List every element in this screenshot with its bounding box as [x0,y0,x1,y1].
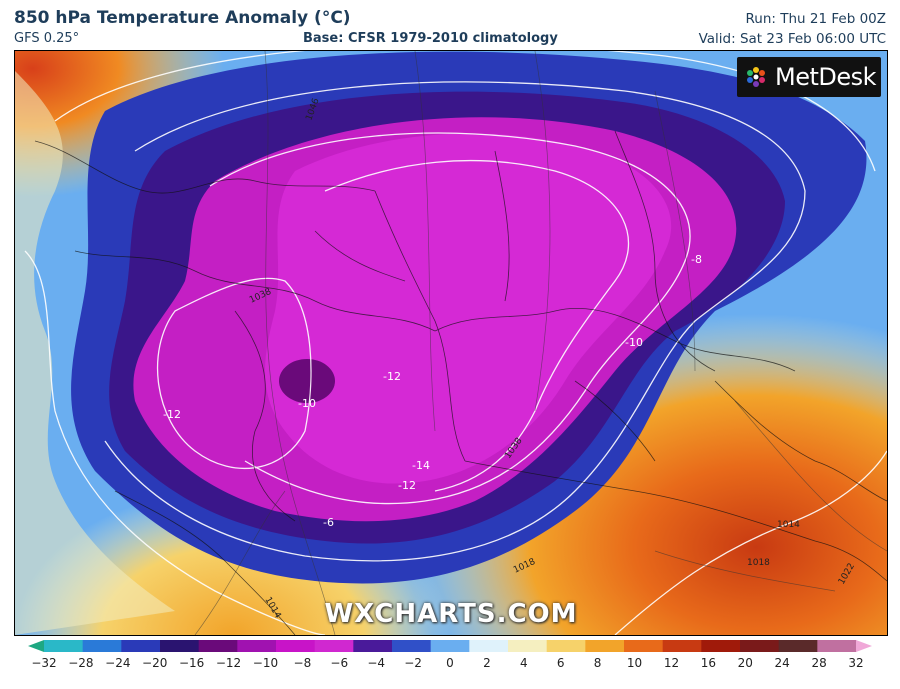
colorbar-segment [392,640,432,652]
colorbar-segment [82,640,122,652]
colorbar-segment [701,640,741,652]
anomaly-contours [24,51,887,635]
chart-title: 850 hPa Temperature Anomaly (°C) [14,8,351,28]
colorbar-segment [662,640,702,652]
colorbar-tick-label: −16 [178,656,205,670]
contour-label: -12 [163,408,181,421]
colorbar-tick-label: 6 [556,656,565,670]
base-label: Base: CFSR 1979-2010 climatology [303,31,558,46]
colorbar-tick-label: −24 [105,656,131,670]
colorbar-min-cap [28,640,44,652]
colorbar-segment [778,640,818,652]
colorbar-tick-label: 32 [848,656,864,670]
valid-label: Valid: Sat 23 Feb 06:00 UTC [698,31,886,47]
colorbar-tick-label: 10 [626,656,643,670]
colorbar-tick-label: 16 [700,656,716,670]
colorbar-tick-label: 12 [663,656,680,670]
map-canvas: -12 -10 -12 -14 -12 -10 -8 -6 1038 1038 … [15,51,887,635]
neutral-west [15,71,175,635]
model-label: GFS 0.25° [14,31,80,46]
metdesk-logo: MetDesk [737,57,881,97]
colorbar-tick-label: 4 [519,656,528,670]
colorbar-tick-label: 20 [737,656,753,670]
colorbar-tick-label: 8 [593,656,602,670]
colorbar-tick-label: 24 [774,656,790,670]
colorbar-tick-label: −8 [293,656,312,670]
isobars [194,51,887,635]
colorbar-tick-label: 28 [811,656,827,670]
colorbar-tick-label: −28 [68,656,94,670]
colorbar-segment [469,640,509,652]
run-label: Run: Thu 21 Feb 00Z [745,11,886,27]
colorbar-segment [198,640,238,652]
cold-anomaly-innermost [265,133,672,484]
contour-label: -10 [625,336,643,349]
contour-label: -12 [398,479,416,492]
colorbar-tick-label: 2 [483,656,491,670]
contour-label: -12 [383,370,401,383]
colorbar-tick-label: −4 [367,656,386,670]
anomaly-map: -12 -10 -12 -14 -12 -10 -8 -6 1038 1038 … [14,50,888,636]
colorbar-segment [508,640,548,652]
colorbar-tick-label: −6 [330,656,349,670]
colorbar-segment [276,640,316,652]
colorbar-tick-label: 0 [446,656,454,670]
wxcharts-watermark: WXCHARTS.COM [324,599,578,629]
colorbar-segment [314,640,354,652]
colorbar-tick-label: −32 [31,656,57,670]
colorbar-segment [546,640,586,652]
contour-labels: -12 -10 -12 -14 -12 -10 -8 -6 [163,253,702,529]
colorbar-segment [817,640,857,652]
contour-label: -14 [412,459,430,472]
contour-label: -10 [298,397,316,410]
metdesk-logo-text: MetDesk [775,63,877,91]
colorbar-tick-label: −12 [215,656,242,670]
colorbar-segment [430,640,470,652]
colorbar-segment [121,640,161,652]
header: 850 hPa Temperature Anomaly (°C) GFS 0.2… [0,0,900,50]
colorbar-max-cap [856,640,872,652]
colorbar-tick-label: −20 [142,656,168,670]
colorbar-tick-label: −2 [404,656,422,670]
isobar-label: 1014 [777,520,800,530]
colorbar-segment [44,640,84,652]
colorbar-segment [740,640,780,652]
colorbar [28,640,872,652]
contour-label: -8 [691,253,702,266]
country-borders [34,130,887,635]
colorbar-tick-label: −10 [252,656,279,670]
contour-label: -6 [323,516,334,529]
cold-pocket [279,359,335,403]
colorbar-labels: −32 −28 −24 −20 −16 −12 −10 −8 −6 −4 −2 0 2 4 6 8 10 12 16… [0,656,900,676]
colorbar-segment [237,640,277,652]
colorbar-segment [624,640,664,652]
isobar-label: 1018 [747,558,770,568]
colorbar-segment [353,640,393,652]
colorbar-segment [585,640,625,652]
metdesk-logo-icon [747,67,765,87]
colorbar-segment [160,640,200,652]
